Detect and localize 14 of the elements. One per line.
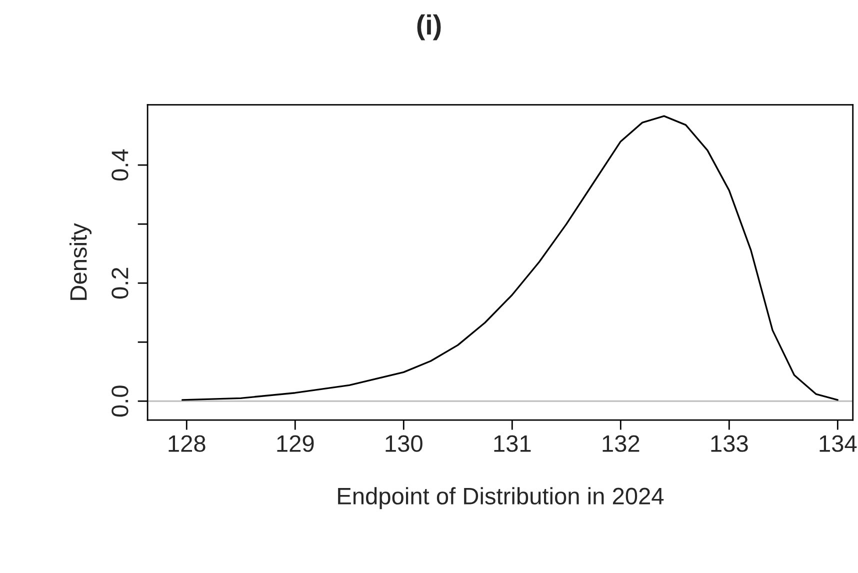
x-tick-label: 129 — [277, 435, 314, 452]
y-tick-label: 0.2 — [112, 268, 128, 299]
x-axis-title: Endpoint of Distribution in 2024 — [338, 487, 664, 510]
x-tick-label: 134 — [820, 435, 857, 452]
x-tick-label: 133 — [711, 435, 748, 452]
chart-title: (i) — [417, 14, 441, 40]
y-tick-label: 0.4 — [112, 149, 128, 181]
x-tick-label: 130 — [386, 435, 422, 452]
x-tick-label: 132 — [602, 435, 640, 452]
x-tick-label: 131 — [494, 435, 531, 452]
y-axis-title: Density — [70, 223, 92, 300]
y-tick-label: 0.0 — [112, 386, 128, 417]
x-tick-label: 128 — [168, 435, 206, 452]
line-series — [181, 115, 838, 401]
